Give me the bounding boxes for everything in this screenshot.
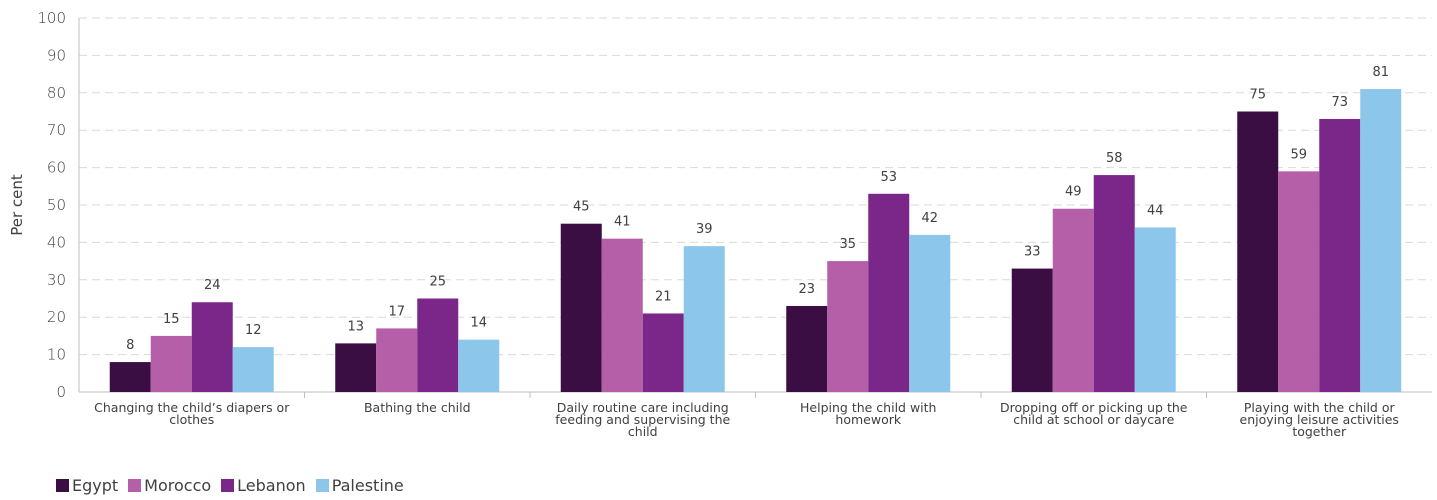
data-label: 53 (880, 170, 897, 185)
x-category-label: child at school or daycare (1013, 412, 1174, 427)
bar-egypt (786, 305, 828, 392)
legend-item-lebanon: Lebanon (221, 476, 306, 495)
y-tick-label: 10 (47, 346, 66, 364)
data-label: 13 (347, 319, 364, 334)
bar-egypt (1237, 111, 1279, 392)
data-label: 81 (1372, 65, 1389, 80)
bar-morocco (827, 261, 869, 392)
bar-lebanon (1319, 118, 1361, 392)
y-tick-label: 80 (47, 84, 66, 102)
x-category-label: feeding and supervising the (555, 412, 730, 427)
data-label: 44 (1147, 203, 1164, 218)
bar-chart: 0 10 20 30 40 50 60 70 80 90 100 Per cent 8 15 24 12 Cha… (8, 9, 1432, 439)
bar-egypt (335, 343, 377, 392)
y-tick-label: 30 (47, 271, 66, 289)
data-label: 42 (921, 211, 938, 226)
y-tick-label: 60 (47, 159, 66, 177)
bar-morocco (1052, 208, 1094, 392)
data-label: 14 (470, 316, 487, 331)
x-category-label: Bathing the child (364, 400, 471, 415)
x-category-label: clothes (169, 412, 214, 427)
bar-lebanon (642, 313, 684, 392)
legend-label: Egypt (72, 476, 119, 495)
data-label: 33 (1024, 245, 1041, 260)
data-label: 15 (163, 312, 180, 327)
legend-label: Lebanon (237, 476, 306, 495)
data-label: 25 (429, 275, 446, 290)
bar-morocco (1278, 171, 1320, 392)
legend-swatch (56, 479, 69, 492)
bar-palestine (232, 347, 274, 392)
chart-legend: Egypt Morocco Lebanon Palestine (56, 476, 414, 495)
y-tick-label: 0 (56, 383, 66, 401)
bar-lebanon (868, 193, 910, 392)
data-label: 35 (839, 237, 856, 252)
x-category-label: enjoying leisure activities (1240, 412, 1399, 427)
legend-swatch (221, 479, 235, 492)
x-category-label: child (628, 424, 658, 439)
legend-swatch (128, 479, 142, 492)
data-label: 73 (1331, 95, 1348, 110)
data-label: 8 (126, 338, 134, 353)
bar-morocco (150, 335, 192, 392)
bar-morocco (601, 238, 643, 392)
bar-palestine (458, 339, 500, 392)
legend-item-egypt: Egypt (56, 476, 118, 495)
bar-egypt (1011, 268, 1053, 392)
data-label: 39 (696, 222, 713, 237)
y-axis-title: Per cent (8, 174, 26, 236)
bar-lebanon (1093, 175, 1135, 392)
y-tick-label: 100 (37, 9, 66, 27)
data-label: 17 (388, 304, 405, 319)
bar-palestine (683, 246, 725, 392)
x-category-label: homework (835, 412, 901, 427)
y-tick-label: 70 (47, 121, 66, 139)
y-tick-label: 90 (47, 46, 66, 64)
y-tick-label: 40 (47, 233, 66, 251)
data-label: 75 (1249, 88, 1266, 103)
x-category-label: Helping the child with (800, 400, 936, 415)
data-label: 24 (204, 278, 221, 293)
x-category-label: Dropping off or picking up the (1000, 400, 1188, 415)
x-category-label: together (1292, 424, 1347, 439)
bar-palestine (909, 234, 951, 392)
legend-label: Palestine (331, 476, 404, 495)
x-category-label: Changing the child’s diapers or (94, 400, 290, 415)
legend-item-morocco: Morocco (128, 476, 211, 495)
data-label: 58 (1106, 151, 1123, 166)
bar-lebanon (191, 302, 233, 392)
legend-swatch (315, 479, 329, 492)
y-tick-label: 20 (47, 308, 66, 326)
legend-label: Morocco (144, 476, 212, 495)
bar-lebanon (417, 298, 459, 392)
bar-egypt (109, 362, 151, 392)
x-category-label: Playing with the child or (1244, 400, 1396, 415)
data-label: 41 (614, 215, 631, 230)
data-label: 12 (245, 323, 262, 338)
data-label: 45 (573, 200, 590, 215)
bar-morocco (376, 328, 418, 392)
y-tick-label: 50 (47, 196, 66, 214)
bar-palestine (1134, 227, 1176, 392)
bar-palestine (1360, 89, 1402, 392)
bar-egypt (560, 223, 602, 392)
legend-item-palestine: Palestine (315, 476, 404, 495)
data-label: 23 (798, 282, 815, 297)
data-label: 59 (1290, 147, 1307, 162)
data-label: 21 (655, 289, 672, 304)
x-category-label: Daily routine care including (557, 400, 729, 415)
data-label: 49 (1065, 185, 1082, 200)
